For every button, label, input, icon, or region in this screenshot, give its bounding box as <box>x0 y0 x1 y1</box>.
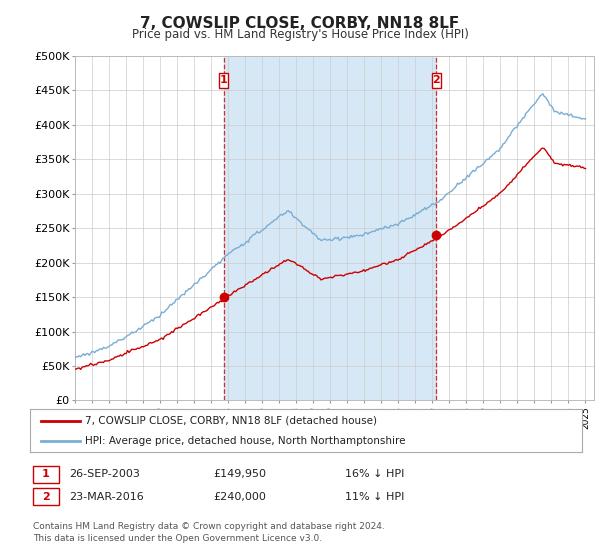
Text: 1: 1 <box>42 469 50 479</box>
Text: 1: 1 <box>220 75 227 85</box>
Text: 2: 2 <box>433 75 440 85</box>
Text: 16% ↓ HPI: 16% ↓ HPI <box>345 469 404 479</box>
Text: 23-MAR-2016: 23-MAR-2016 <box>69 492 144 502</box>
Bar <box>431 73 441 88</box>
Text: HPI: Average price, detached house, North Northamptonshire: HPI: Average price, detached house, Nort… <box>85 436 406 446</box>
Text: Contains HM Land Registry data © Crown copyright and database right 2024.
This d: Contains HM Land Registry data © Crown c… <box>33 522 385 543</box>
Text: 26-SEP-2003: 26-SEP-2003 <box>69 469 140 479</box>
Text: 2: 2 <box>42 492 50 502</box>
Text: £240,000: £240,000 <box>213 492 266 502</box>
Text: £149,950: £149,950 <box>213 469 266 479</box>
Bar <box>219 73 229 88</box>
Text: 11% ↓ HPI: 11% ↓ HPI <box>345 492 404 502</box>
Bar <box>224 56 436 400</box>
Text: 7, COWSLIP CLOSE, CORBY, NN18 8LF: 7, COWSLIP CLOSE, CORBY, NN18 8LF <box>140 16 460 31</box>
Text: 7, COWSLIP CLOSE, CORBY, NN18 8LF (detached house): 7, COWSLIP CLOSE, CORBY, NN18 8LF (detac… <box>85 416 377 426</box>
Text: Price paid vs. HM Land Registry's House Price Index (HPI): Price paid vs. HM Land Registry's House … <box>131 28 469 41</box>
